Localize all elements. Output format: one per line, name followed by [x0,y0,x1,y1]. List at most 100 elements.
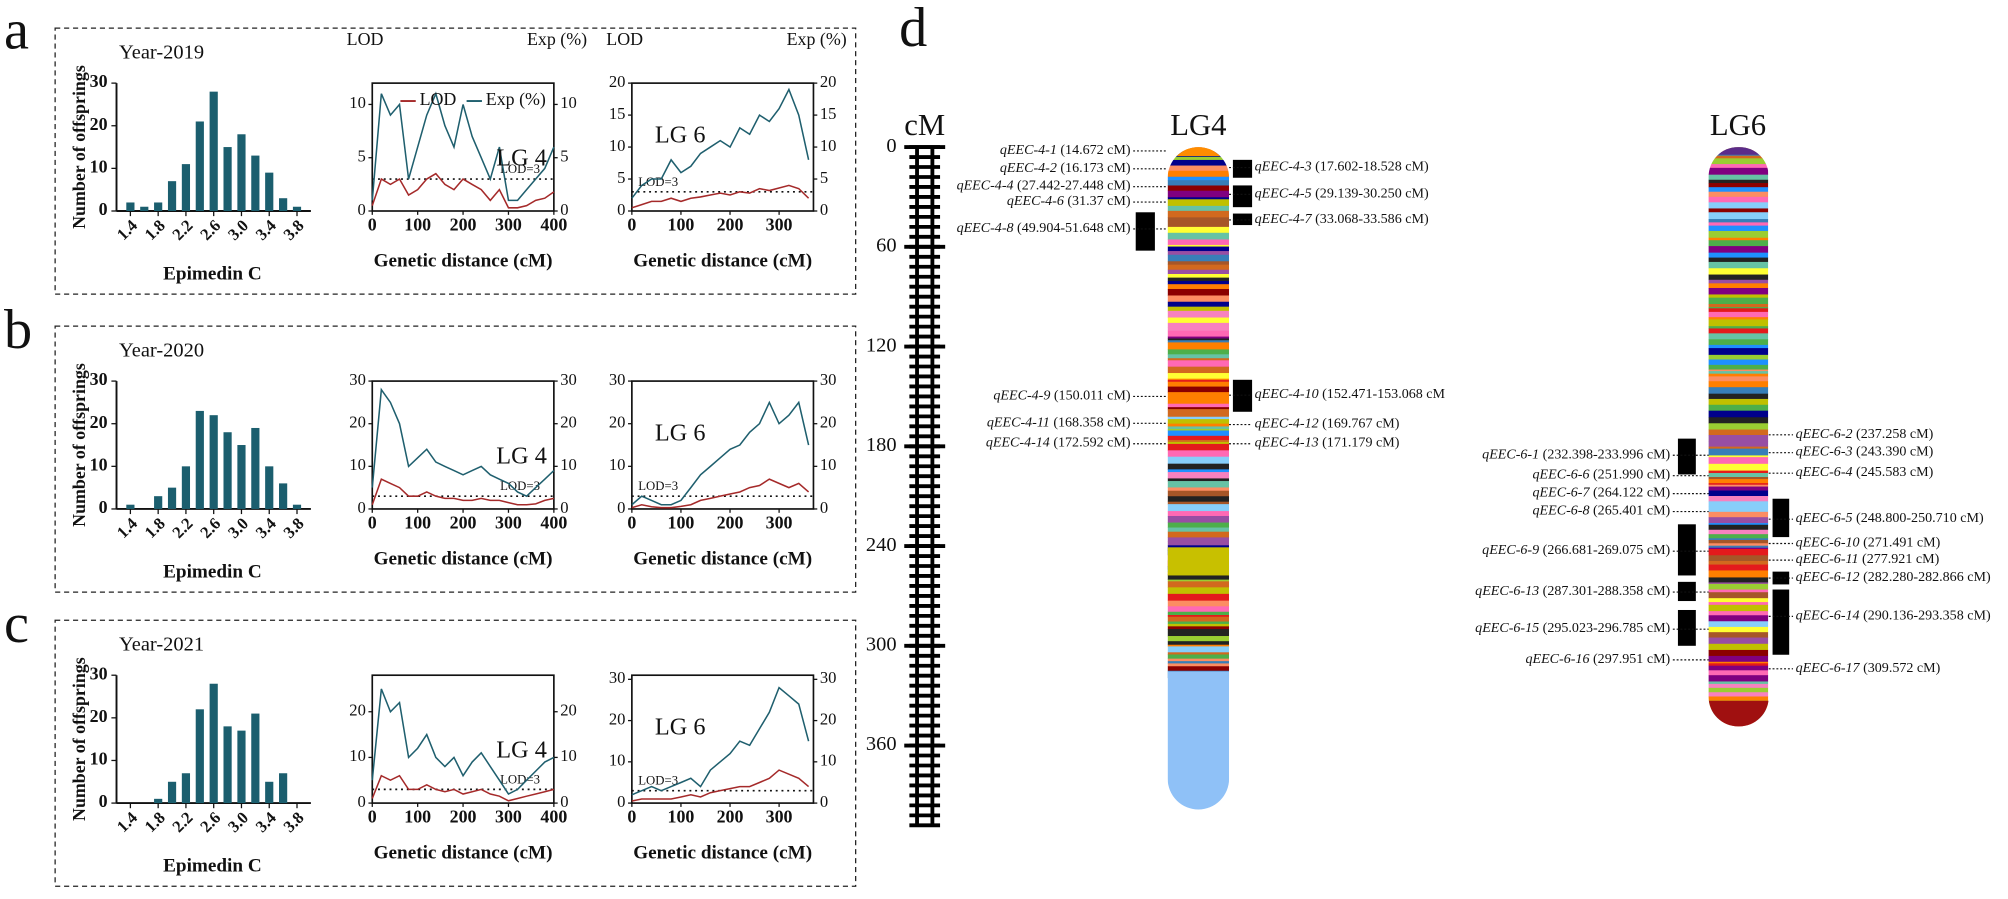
marker-band [1708,547,1769,550]
marker-band [1167,295,1230,303]
marker-band [1708,560,1769,565]
qtl-label: qEEC-6-16 (297.951 cM) [1526,651,1671,667]
panel-frame [54,27,857,295]
axis-tick-label: 0 [886,135,896,157]
qtl-position: (271.491 cM) [1860,535,1941,551]
qtl-position: (309.572 cM) [1860,660,1941,676]
marker-band [1708,473,1769,478]
qtl-name: qEEC-4-11 [987,415,1050,431]
axis-label: cM [904,108,945,142]
marker-band [1167,654,1230,660]
y-tick-label: 0 [99,497,108,517]
y-tick-label: 20 [349,701,366,720]
marker-band [1708,545,1769,549]
marker-band [1708,376,1769,382]
y-tick-label: 30 [349,370,366,389]
x-tick-label: 0 [627,807,636,827]
axis-tick-label: 300 [866,633,897,655]
legend-label: LOD [420,89,457,109]
marker-band [1167,626,1230,630]
threshold-label: LOD=3 [638,774,678,788]
marker-band [1167,616,1230,622]
qtl-position: (232.398-233.996 cM) [1539,446,1670,462]
bar [195,410,204,509]
y-tick-label: 10 [609,751,626,770]
threshold-label: LOD=3 [500,772,540,786]
marker-band [1708,387,1769,395]
marker-band [1708,687,1769,693]
qtl-position: (169.767 cM) [1319,416,1400,432]
marker-band [1167,511,1230,517]
marker-band [1167,419,1230,425]
y-tick-label: 0 [617,498,625,517]
qtl-name: qEEC-6-1 [1482,446,1539,462]
qtl-label: qEEC-6-7 (264.122 cM) [1533,485,1671,501]
marker-band [1167,504,1230,512]
marker-band [1167,527,1230,533]
group-label: LG6 [1710,108,1766,142]
qtl-name: qEEC-6-3 [1796,444,1853,460]
marker-band [1708,191,1769,198]
x-axis-label: Genetic distance (cM) [374,251,553,272]
bar [251,427,260,509]
marker-band [1167,611,1230,614]
marker-band [1167,310,1230,318]
marker-band [1167,288,1230,296]
x-tick-label: 200 [450,214,477,234]
marker-band [1708,649,1769,657]
x-tick-label: 1.4 [113,808,141,836]
x-tick-label: 100 [668,512,695,532]
y-tick-label: 20 [349,413,366,432]
y2-tick-label: 5 [820,168,828,187]
marker-band [1708,661,1769,664]
y2-tick-label: 10 [560,455,577,474]
bar [265,172,274,212]
marker-band [1708,602,1769,606]
bar [195,121,204,212]
bar [237,445,246,509]
marker-band [1167,581,1230,588]
qtl-label: qEEC-6-4 (245.583 cM) [1796,464,1934,480]
x-tick-label: 3.0 [224,514,252,542]
marker-band [1167,386,1230,393]
marker-band [1167,205,1230,212]
marker-band [1708,523,1769,526]
qtl-name: qEEC-6-15 [1475,620,1539,636]
qtl-name: qEEC-4-1 [1000,142,1057,158]
y2-tick-label: 0 [560,498,568,517]
marker-band [1708,538,1769,541]
x-tick-label: 200 [717,807,744,827]
marker-band [1708,683,1769,689]
marker-band [1708,615,1769,622]
y-tick-label: 20 [609,709,626,728]
x-axis-label: Epimedin C [163,855,262,876]
marker-band [1167,415,1230,418]
marker-band [1708,287,1769,295]
marker-band [1708,564,1769,571]
bar [279,198,288,212]
qtl-position: (150.011 cM) [1050,388,1131,404]
marker-band [1167,531,1230,538]
marker-band [1167,190,1230,198]
marker-band [1708,423,1769,430]
qtl-position: (290.136-293.358 cM) [1860,608,1991,624]
qtl-position: (168.358 cM) [1050,415,1131,431]
marker-band [1708,268,1769,275]
series-line [371,774,555,802]
bar [209,683,218,804]
marker-band [1167,439,1230,443]
x-tick-label: 3.8 [280,216,308,244]
marker-band [1708,328,1769,334]
qtl-label: qEEC-6-15 (295.023-296.785 cM) [1475,620,1670,636]
qtl-box [1232,159,1253,178]
marker-band [1708,539,1769,544]
marker-band [1708,196,1769,203]
marker-band [1167,522,1230,528]
marker-band [1167,220,1230,228]
qtl-name: qEEC-6-13 [1475,583,1539,599]
marker-band [1708,369,1769,372]
qtl-label: qEEC-4-13 (171.179 cM) [1255,435,1400,451]
marker-band [1708,333,1769,340]
y-tick-label: 20 [90,706,108,726]
chart-annotation: LG 4 [496,442,547,469]
